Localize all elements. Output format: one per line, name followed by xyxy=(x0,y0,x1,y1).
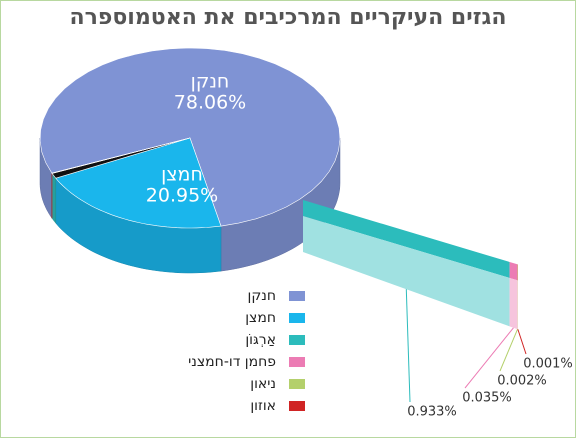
legend-label: פחמן דו-חמצני xyxy=(188,354,276,370)
legend-swatch xyxy=(289,335,305,345)
legend-swatch xyxy=(289,379,305,389)
breakout-front xyxy=(509,277,518,330)
legend-label: אַרְגּוֹן xyxy=(245,332,276,348)
leader-line xyxy=(499,329,519,372)
pie-side xyxy=(51,172,57,224)
legend-swatch xyxy=(289,291,305,301)
breakout-top xyxy=(303,200,510,278)
leader-line xyxy=(464,327,514,389)
pie-slice xyxy=(39,47,341,227)
value-label: 0.035% xyxy=(462,391,512,406)
legend-swatch xyxy=(289,357,305,367)
breakout-front xyxy=(303,216,510,327)
pie-slice xyxy=(51,137,191,174)
value-label: 0.001% xyxy=(523,357,573,372)
breakout-top xyxy=(509,261,518,281)
legend-swatch xyxy=(289,401,305,411)
slice-value: 78.06% xyxy=(174,92,246,114)
slice-value: 20.95% xyxy=(146,185,218,207)
pie-slice xyxy=(55,137,222,229)
legend-label: חמצן xyxy=(245,310,276,326)
slice-name: חנקן xyxy=(191,71,230,93)
legend-label: ניאון xyxy=(250,376,276,392)
pie-slice xyxy=(51,137,191,179)
legend-swatch xyxy=(289,313,305,323)
chart-title: הגזים העיקריים המרכיבים את האטמוספרה xyxy=(70,5,507,30)
value-label: 0.002% xyxy=(497,374,547,389)
legend-label: אוזון xyxy=(250,398,276,414)
leader-line xyxy=(405,289,411,403)
leader-line xyxy=(517,329,527,355)
legend-label: חנקן xyxy=(248,288,277,304)
slice-name: חמצן xyxy=(161,164,203,186)
value-label: 0.933% xyxy=(407,405,457,420)
